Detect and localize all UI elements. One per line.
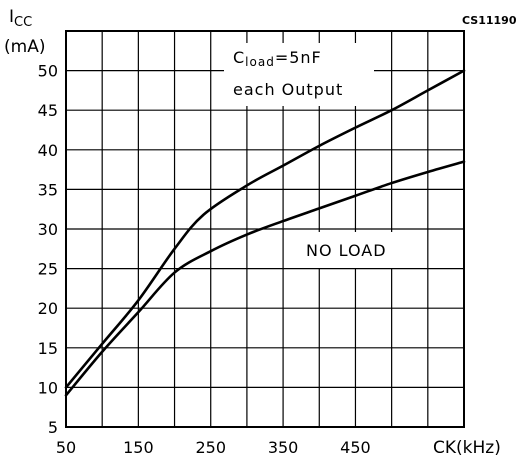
y-axis-label-sub: CC (14, 15, 32, 30)
load-annotation-sub: load (245, 55, 275, 69)
x-tick-label: 350 (268, 438, 299, 457)
y-tick-label: 40 (38, 141, 58, 160)
x-tick-label: 50 (56, 438, 76, 457)
noload-annotation: NO LOAD (306, 241, 387, 260)
y-axis-label-main: I (9, 7, 14, 27)
y-tick-label: 50 (38, 62, 58, 81)
series-line-2 (64, 160, 466, 397)
series-line-1 (64, 69, 466, 389)
x-tick-label: 450 (340, 438, 371, 457)
noload-annotation-box (302, 232, 412, 268)
y-axis-unit: (mA) (4, 37, 45, 57)
load-annotation-box (224, 43, 374, 106)
series-group (64, 69, 466, 397)
y-tick-label: 30 (38, 220, 58, 239)
y-tick-label: 5 (48, 418, 58, 437)
load-annotation-suffix: =5nF (275, 48, 322, 67)
load-annotation-prefix: C (233, 48, 245, 67)
y-tick-label: 35 (38, 180, 58, 199)
x-tick-label: 150 (123, 438, 154, 457)
y-tick-label: 20 (38, 299, 58, 318)
x-tick-label: 250 (195, 438, 226, 457)
plot-frame (65, 30, 465, 428)
y-axis-label: ICC (9, 7, 32, 30)
y-tick-label: 25 (38, 260, 58, 279)
y-tick-label: 45 (38, 101, 58, 120)
load-annotation-line1: Cload=5nF (233, 48, 322, 69)
load-annotation-line2: each Output (233, 80, 343, 99)
figure-code: CS11190 (462, 14, 517, 27)
y-tick-label: 15 (38, 339, 58, 358)
x-axis-label: CK(kHz) (433, 438, 501, 458)
tick-labels: 50 150 250 350 450 5 10 15 20 25 30 35 40 45 50 (38, 62, 371, 457)
y-tick-label: 10 (38, 378, 58, 397)
